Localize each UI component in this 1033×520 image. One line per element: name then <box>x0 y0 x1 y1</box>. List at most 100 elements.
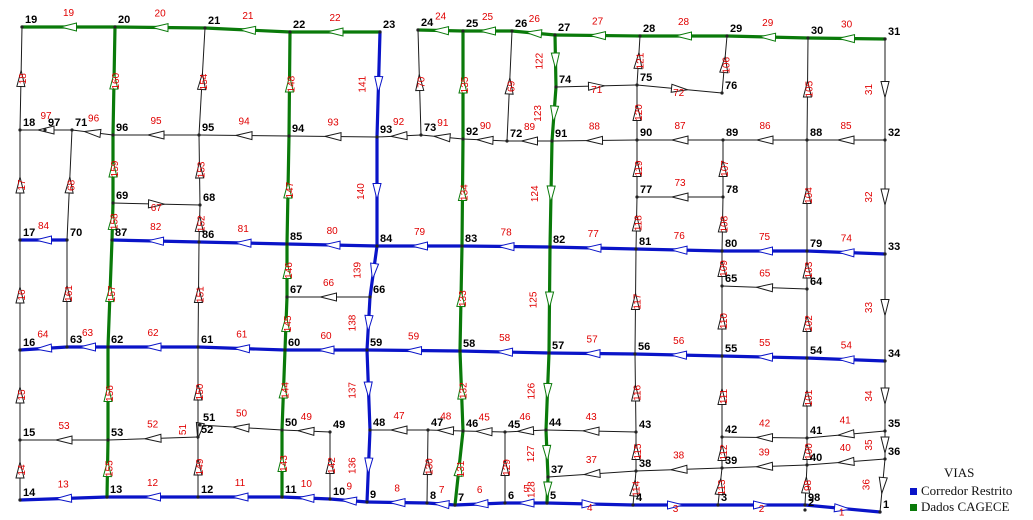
link-129: 129 <box>500 431 513 504</box>
link-label: 130 <box>424 458 435 475</box>
link-141: 141 <box>358 30 384 139</box>
node-dot <box>635 83 639 87</box>
node-label: 32 <box>888 127 900 139</box>
link-arrow-icon <box>194 161 205 179</box>
link-93: 93 <box>288 118 378 142</box>
link-label: 4 <box>587 503 593 514</box>
node-label: 22 <box>293 19 305 31</box>
link-label: 37 <box>586 455 598 466</box>
node-label: 45 <box>508 419 520 431</box>
link-label: 1 <box>839 507 845 518</box>
node-dot <box>635 195 639 199</box>
link-36: 36 <box>862 458 888 513</box>
link-arrow-icon <box>542 444 552 462</box>
node-dot <box>720 91 724 95</box>
node-dot <box>805 138 809 142</box>
link-label: 26 <box>529 14 541 25</box>
link-label: 80 <box>327 226 339 237</box>
node-dot <box>883 37 887 41</box>
link-label: 125 <box>529 291 540 308</box>
link-arrow-icon <box>151 22 169 33</box>
node-label: 15 <box>23 427 35 439</box>
node-label: 30 <box>811 25 823 37</box>
link-arrow-icon <box>239 25 257 36</box>
link-arrow-icon <box>55 435 73 445</box>
link-arrow-icon <box>374 75 384 93</box>
node-dot <box>803 508 807 512</box>
node-label: 90 <box>640 127 652 139</box>
node-27: 27 <box>553 22 570 37</box>
node-label: 6 <box>508 490 514 502</box>
link-arrow-icon <box>284 75 295 93</box>
link-label: 31 <box>864 84 875 96</box>
node-17: 17 <box>18 227 35 242</box>
link-label: 55 <box>759 338 771 349</box>
node-10: 10 <box>328 486 345 501</box>
link-label: 131 <box>456 460 467 477</box>
link-arrow-icon <box>756 432 774 443</box>
link-1: 1 <box>803 503 882 518</box>
link-arrow-icon <box>35 235 52 245</box>
link-arrow-icon <box>433 133 451 143</box>
node-12: 12 <box>196 484 213 499</box>
node-57: 57 <box>547 340 564 355</box>
link-124: 124 <box>530 139 556 249</box>
link-arrow-icon <box>717 215 727 233</box>
link-arrow-icon <box>103 385 113 402</box>
node-68: 68 <box>198 192 215 207</box>
node-dot <box>378 30 382 34</box>
link-132: 132 <box>457 349 469 433</box>
node-21: 21 <box>203 15 220 30</box>
node-4: 4 <box>631 492 643 507</box>
link-label: 105 <box>804 80 815 97</box>
link-arrow-icon <box>504 77 514 95</box>
link-arrow-icon <box>670 464 688 474</box>
node-1: 1 <box>878 499 889 514</box>
node-label: 73 <box>424 122 436 134</box>
node-dot <box>883 429 887 433</box>
link-label: 28 <box>678 17 690 28</box>
link-89: 89 <box>506 122 553 146</box>
link-arrow-icon <box>756 283 774 293</box>
link-arrow-icon <box>372 183 382 200</box>
link-arrow-icon <box>320 292 337 302</box>
node-dot <box>111 133 115 137</box>
link-40: 40 <box>806 443 886 466</box>
node-7: 7 <box>453 492 464 507</box>
node-80: 80 <box>720 238 737 253</box>
link-label: 58 <box>499 333 511 344</box>
link-153: 153 <box>194 134 207 206</box>
link-150: 150 <box>193 346 206 438</box>
link-arrow-icon <box>629 479 639 497</box>
node-label: 9 <box>370 489 376 501</box>
link-label: 98 <box>803 479 814 491</box>
link-label: 138 <box>348 314 359 331</box>
node-dot <box>196 345 200 349</box>
link-77: 77 <box>548 229 638 253</box>
link-label: 3 <box>673 504 679 515</box>
link-54: 54 <box>805 341 887 365</box>
link-arrow-icon <box>837 248 855 258</box>
node-label: 86 <box>202 229 214 241</box>
node-60: 60 <box>283 337 300 352</box>
link-19: 19 <box>20 8 117 32</box>
link-119: 119 <box>632 139 645 198</box>
node-label: 53 <box>111 427 123 439</box>
node-dot <box>720 354 724 358</box>
link-14: 14 <box>15 439 28 501</box>
link-87: 87 <box>636 121 724 145</box>
link-label: 97 <box>40 111 52 122</box>
link-113: 113 <box>714 467 728 506</box>
link-arrow-icon <box>364 314 374 332</box>
link-arrow-icon <box>326 27 344 37</box>
link-26: 26 <box>510 14 557 39</box>
link-label: 2 <box>759 504 765 515</box>
link-label: 76 <box>674 231 686 242</box>
link-arrow-icon <box>297 493 315 503</box>
node-label: 28 <box>643 23 655 35</box>
node-label: 41 <box>810 425 822 437</box>
node-label: 14 <box>23 487 36 499</box>
link-8: 8 <box>365 484 429 508</box>
node-55: 55 <box>720 343 737 358</box>
